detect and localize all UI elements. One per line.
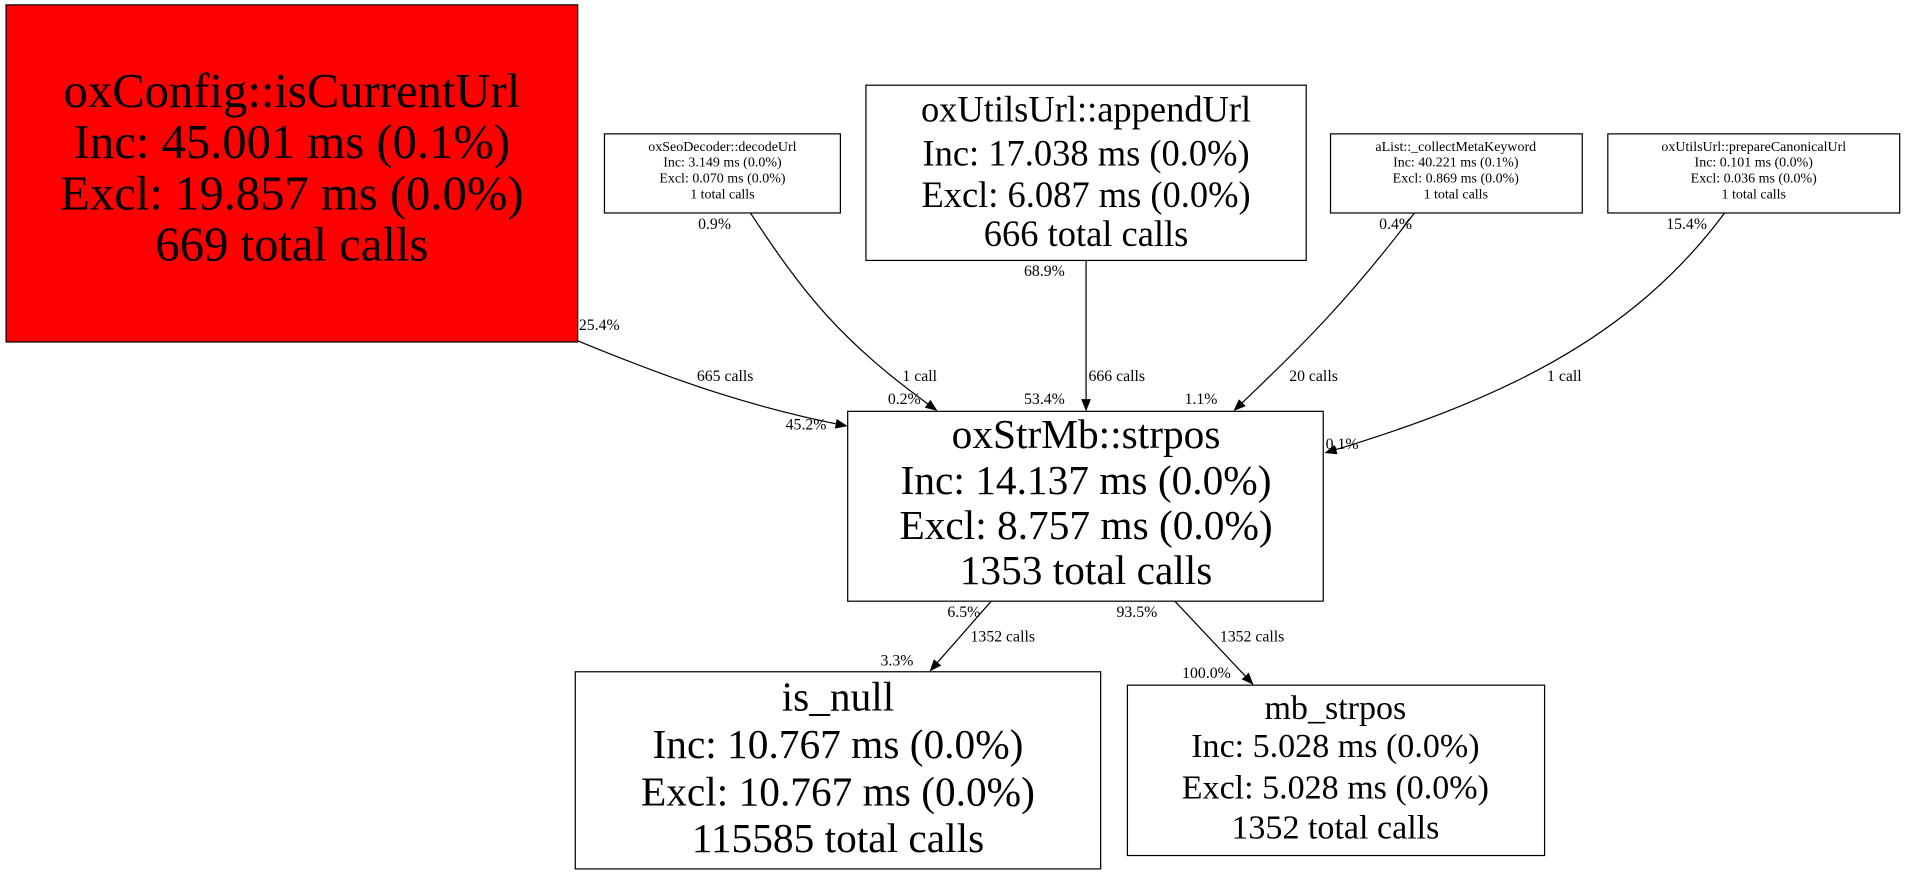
node-title: oxUtilsUrl::appendUrl (921, 89, 1251, 130)
node-calls: 1 total calls (1722, 187, 1786, 202)
edge-collectMetaKeyword-strpos: 0.4% 20 calls 1.1% (1185, 212, 1415, 411)
node-title: oxSeoDecoder::decodeUrl (648, 140, 796, 155)
node-inc: Inc: 17.038 ms (0.0%) (922, 132, 1249, 173)
edge-prepareCanonicalUrl-strpos: 15.4% 1 call 0.1% (1324, 212, 1726, 455)
edge-tail-pct: 68.9% (1024, 263, 1065, 280)
edge-head-pct: 0.1% (1326, 436, 1359, 453)
node-collectMetaKeyword[interactable]: aList::_collectMetaKeyword Inc: 40.221 m… (1329, 133, 1583, 214)
node-title: oxConfig::isCurrentUrl (64, 64, 521, 118)
node-excl: Excl: 0.869 ms (0.0%) (1393, 172, 1520, 187)
node-calls: 1 total calls (690, 187, 754, 202)
edge-label: 1 call (1547, 368, 1582, 385)
node-calls: 1 total calls (1424, 187, 1488, 202)
node-prepareCanonicalUrl[interactable]: oxUtilsUrl::prepareCanonicalUrl Inc: 0.1… (1607, 133, 1901, 214)
edge-tail-pct: 25.4% (579, 317, 620, 334)
node-inc: Inc: 0.101 ms (0.0%) (1695, 156, 1814, 171)
node-excl: Excl: 5.028 ms (0.0%) (1182, 769, 1489, 806)
node-excl: Excl: 0.070 ms (0.0%) (659, 172, 786, 187)
edge-decodeUrl-strpos: 0.9% 1 call 0.2% (698, 212, 938, 411)
edge-tail-pct: 0.4% (1379, 216, 1412, 233)
node-isCurrentUrl[interactable]: oxConfig::isCurrentUrl Inc: 45.001 ms (0… (5, 4, 579, 343)
node-is_null[interactable]: is_null Inc: 10.767 ms (0.0%) Excl: 10.7… (574, 671, 1102, 870)
node-excl: Excl: 8.757 ms (0.0%) (899, 502, 1272, 549)
edge-head-pct: 0.2% (888, 391, 921, 408)
node-inc: Inc: 40.221 ms (0.1%) (1393, 156, 1519, 171)
edge-label: 20 calls (1289, 368, 1338, 385)
node-appendUrl[interactable]: oxUtilsUrl::appendUrl Inc: 17.038 ms (0.… (865, 84, 1307, 262)
edge-head-pct: 100.0% (1182, 665, 1231, 682)
node-excl: Excl: 10.767 ms (0.0%) (641, 769, 1035, 816)
node-calls: 669 total calls (155, 217, 428, 271)
node-calls: 115585 total calls (692, 815, 984, 861)
node-strpos[interactable]: oxStrMb::strpos Inc: 14.137 ms (0.0%) Ex… (847, 410, 1324, 602)
edge-tail-pct: 15.4% (1666, 216, 1707, 233)
node-title: aList::_collectMetaKeyword (1375, 140, 1536, 155)
edge-strpos-mb_strpos: 93.5% 1352 calls 100.0% (1116, 600, 1284, 685)
node-title: oxUtilsUrl::prepareCanonicalUrl (1661, 140, 1846, 155)
node-title: is_null (782, 674, 895, 720)
edge-head-pct: 45.2% (786, 417, 827, 434)
node-excl: Excl: 6.087 ms (0.0%) (921, 174, 1250, 215)
node-inc: Inc: 14.137 ms (0.0%) (901, 457, 1272, 504)
edge-label: 1352 calls (1220, 628, 1284, 645)
node-inc: Inc: 3.149 ms (0.0%) (663, 156, 782, 171)
node-inc: Inc: 5.028 ms (0.0%) (1191, 728, 1479, 765)
node-inc: Inc: 10.767 ms (0.0%) (653, 721, 1024, 768)
edge-tail-pct: 6.5% (947, 604, 980, 621)
edge-label: 665 calls (697, 368, 754, 385)
node-inc: Inc: 45.001 ms (0.1%) (74, 115, 510, 169)
node-mb_strpos[interactable]: mb_strpos Inc: 5.028 ms (0.0%) Excl: 5.0… (1126, 684, 1546, 857)
edge-isCurrentUrl-strpos: 25.4% 665 calls 45.2% (577, 317, 848, 434)
node-decodeUrl[interactable]: oxSeoDecoder::decodeUrl Inc: 3.149 ms (0… (603, 133, 842, 214)
edge-tail-pct: 93.5% (1116, 604, 1157, 621)
edge-tail-pct: 0.9% (698, 216, 731, 233)
node-title: oxStrMb::strpos (952, 411, 1221, 457)
edge-head-pct: 53.4% (1024, 391, 1065, 408)
node-calls: 1352 total calls (1231, 809, 1439, 846)
node-title: mb_strpos (1264, 690, 1406, 727)
edge-head-pct: 1.1% (1185, 391, 1218, 408)
node-excl: Excl: 0.036 ms (0.0%) (1691, 172, 1818, 187)
node-calls: 1353 total calls (960, 547, 1213, 593)
edge-head-pct: 3.3% (881, 653, 914, 670)
edge-label: 1 call (902, 368, 937, 385)
node-excl: Excl: 19.857 ms (0.0%) (60, 166, 523, 220)
edge-appendUrl-strpos: 68.9% 666 calls 53.4% (1024, 260, 1145, 412)
edge-label: 666 calls (1088, 368, 1145, 385)
edge-label: 1352 calls (971, 628, 1035, 645)
node-calls: 666 total calls (984, 213, 1189, 254)
edge-strpos-is_null: 6.5% 1352 calls 3.3% (881, 600, 1035, 672)
